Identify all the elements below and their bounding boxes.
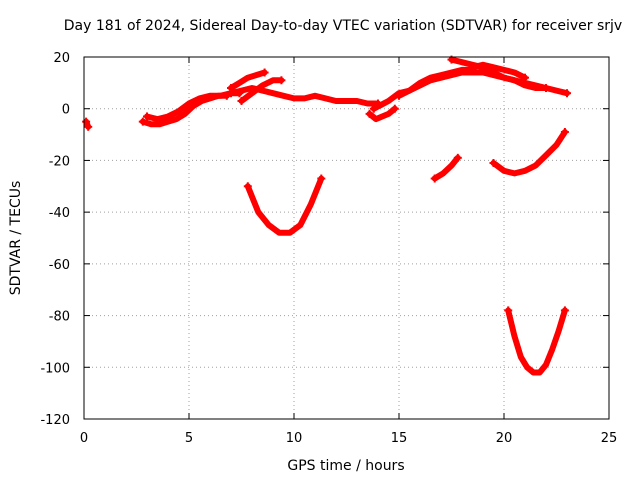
series-arc-8 (366, 105, 398, 123)
y-tick-label: -120 (40, 413, 70, 428)
point-marker-arc-12 (521, 73, 529, 82)
series-arc-5 (228, 69, 268, 91)
series-arc-3 (144, 90, 243, 123)
x-tick-label: 10 (286, 431, 303, 446)
point-marker-arc-11 (542, 84, 550, 93)
point-marker-arc-12 (468, 63, 477, 72)
series-arc-7 (244, 175, 325, 236)
axis-ticks: 0 5 10 15 20 25 -120 -100 -80 -60 -40 -20 0 20 (40, 51, 617, 446)
point-marker-arc-8 (365, 109, 374, 118)
point-marker-arc-5 (260, 68, 269, 77)
point-marker-arc-13 (430, 174, 439, 183)
point-marker-arc-8 (390, 104, 399, 113)
point-marker-arc-10 (395, 91, 403, 100)
y-tick-label: 20 (53, 51, 70, 66)
chart-title: Day 181 of 2024, Sidereal Day-to-day VTE… (64, 18, 622, 34)
point-marker-arc-15 (504, 306, 513, 315)
point-marker-arc-15 (560, 306, 569, 315)
plot-frame (83, 56, 610, 420)
point-marker-arc-3 (143, 112, 151, 121)
point-marker-arc-13 (453, 153, 462, 162)
point-marker-arc-1 (84, 122, 93, 131)
y-axis-label: SDTVAR / TECUs (8, 181, 24, 296)
x-tick-label: 15 (391, 431, 408, 446)
point-marker-arc-7 (317, 174, 326, 183)
point-marker-arc-6 (277, 76, 286, 85)
point-marker-arc-2 (138, 117, 147, 126)
point-marker-arc-6 (237, 96, 246, 105)
y-tick-label: -80 (49, 310, 70, 325)
point-marker-arc-7 (243, 182, 252, 191)
x-tick-label: 5 (185, 431, 193, 446)
y-tick-label: -60 (49, 258, 70, 273)
data-series (82, 55, 571, 376)
grid-lines (84, 57, 609, 419)
series-arc-10 (396, 66, 476, 99)
series-arc-6 (238, 77, 285, 104)
y-tick-label: 0 (62, 103, 70, 118)
series-arc-15 (505, 307, 568, 376)
point-marker-arc-1 (82, 117, 91, 126)
y-tick-label: -100 (40, 361, 70, 376)
y-tick-label: -20 (49, 154, 70, 169)
point-marker-arc-14 (560, 127, 569, 136)
x-tick-label: 25 (601, 431, 618, 446)
series-arc-13 (431, 154, 461, 182)
y-tick-label: -40 (49, 206, 70, 221)
x-tick-label: 20 (496, 431, 513, 446)
point-marker-arc-5 (227, 84, 235, 93)
x-tick-label: 0 (80, 431, 88, 446)
series-arc-14 (490, 129, 568, 177)
point-marker-arc-9 (369, 104, 378, 113)
point-marker-arc-14 (489, 159, 498, 168)
series-arc-12 (469, 61, 528, 81)
series-arc-11 (448, 56, 549, 91)
x-axis-label: GPS time / hours (287, 458, 404, 474)
point-marker-arc-9 (563, 89, 571, 98)
